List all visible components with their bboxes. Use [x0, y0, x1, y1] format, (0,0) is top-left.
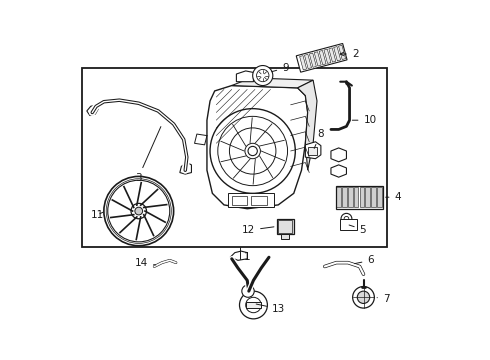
Circle shape	[341, 213, 352, 224]
Text: 5: 5	[349, 225, 366, 235]
Text: 13: 13	[256, 304, 285, 314]
Bar	[281, 234, 289, 239]
Bar	[342, 187, 347, 207]
Bar	[348, 187, 353, 207]
Text: 14: 14	[135, 258, 156, 267]
Bar	[299, 56, 307, 70]
Bar	[371, 187, 376, 207]
Bar	[354, 187, 359, 207]
Bar	[360, 187, 364, 207]
Bar	[308, 147, 317, 155]
Text: 8: 8	[314, 129, 323, 148]
Circle shape	[248, 147, 257, 156]
Bar	[296, 44, 347, 72]
Polygon shape	[180, 163, 192, 174]
Text: 4: 4	[386, 192, 401, 202]
Bar	[309, 53, 317, 67]
Circle shape	[135, 207, 143, 215]
Polygon shape	[207, 86, 308, 209]
Bar	[377, 187, 382, 207]
Bar	[339, 45, 345, 59]
Bar	[245, 302, 261, 308]
Polygon shape	[87, 105, 98, 116]
Bar	[334, 46, 341, 61]
Text: 11: 11	[91, 210, 104, 220]
Circle shape	[253, 66, 273, 86]
Bar	[82, 68, 387, 247]
Bar	[277, 219, 294, 234]
Bar	[336, 186, 383, 209]
Polygon shape	[305, 142, 321, 159]
Bar	[228, 193, 274, 207]
Circle shape	[242, 285, 254, 297]
Polygon shape	[297, 80, 317, 170]
Text: 3: 3	[135, 127, 161, 183]
Text: 7: 7	[377, 294, 390, 304]
Circle shape	[104, 176, 173, 246]
Text: 2: 2	[340, 49, 359, 59]
Polygon shape	[236, 71, 253, 82]
Bar	[251, 195, 267, 205]
Circle shape	[210, 109, 295, 193]
Text: 9: 9	[271, 63, 289, 73]
Bar	[232, 195, 247, 205]
Text: 6: 6	[355, 255, 374, 265]
Bar	[319, 50, 326, 65]
Polygon shape	[331, 165, 346, 177]
Bar	[304, 54, 312, 69]
Circle shape	[131, 203, 147, 219]
Bar	[278, 220, 292, 233]
Text: 12: 12	[242, 225, 274, 235]
Polygon shape	[230, 251, 247, 260]
Circle shape	[240, 291, 268, 319]
Text: 1: 1	[244, 252, 250, 262]
Polygon shape	[232, 78, 313, 88]
Bar	[329, 48, 336, 62]
Circle shape	[353, 287, 374, 308]
Bar	[340, 219, 357, 230]
Bar	[366, 187, 370, 207]
Circle shape	[357, 291, 369, 303]
Bar	[336, 187, 341, 207]
Polygon shape	[331, 148, 346, 162]
Bar	[324, 49, 331, 63]
Text: 10: 10	[352, 115, 377, 125]
Bar	[314, 52, 321, 66]
